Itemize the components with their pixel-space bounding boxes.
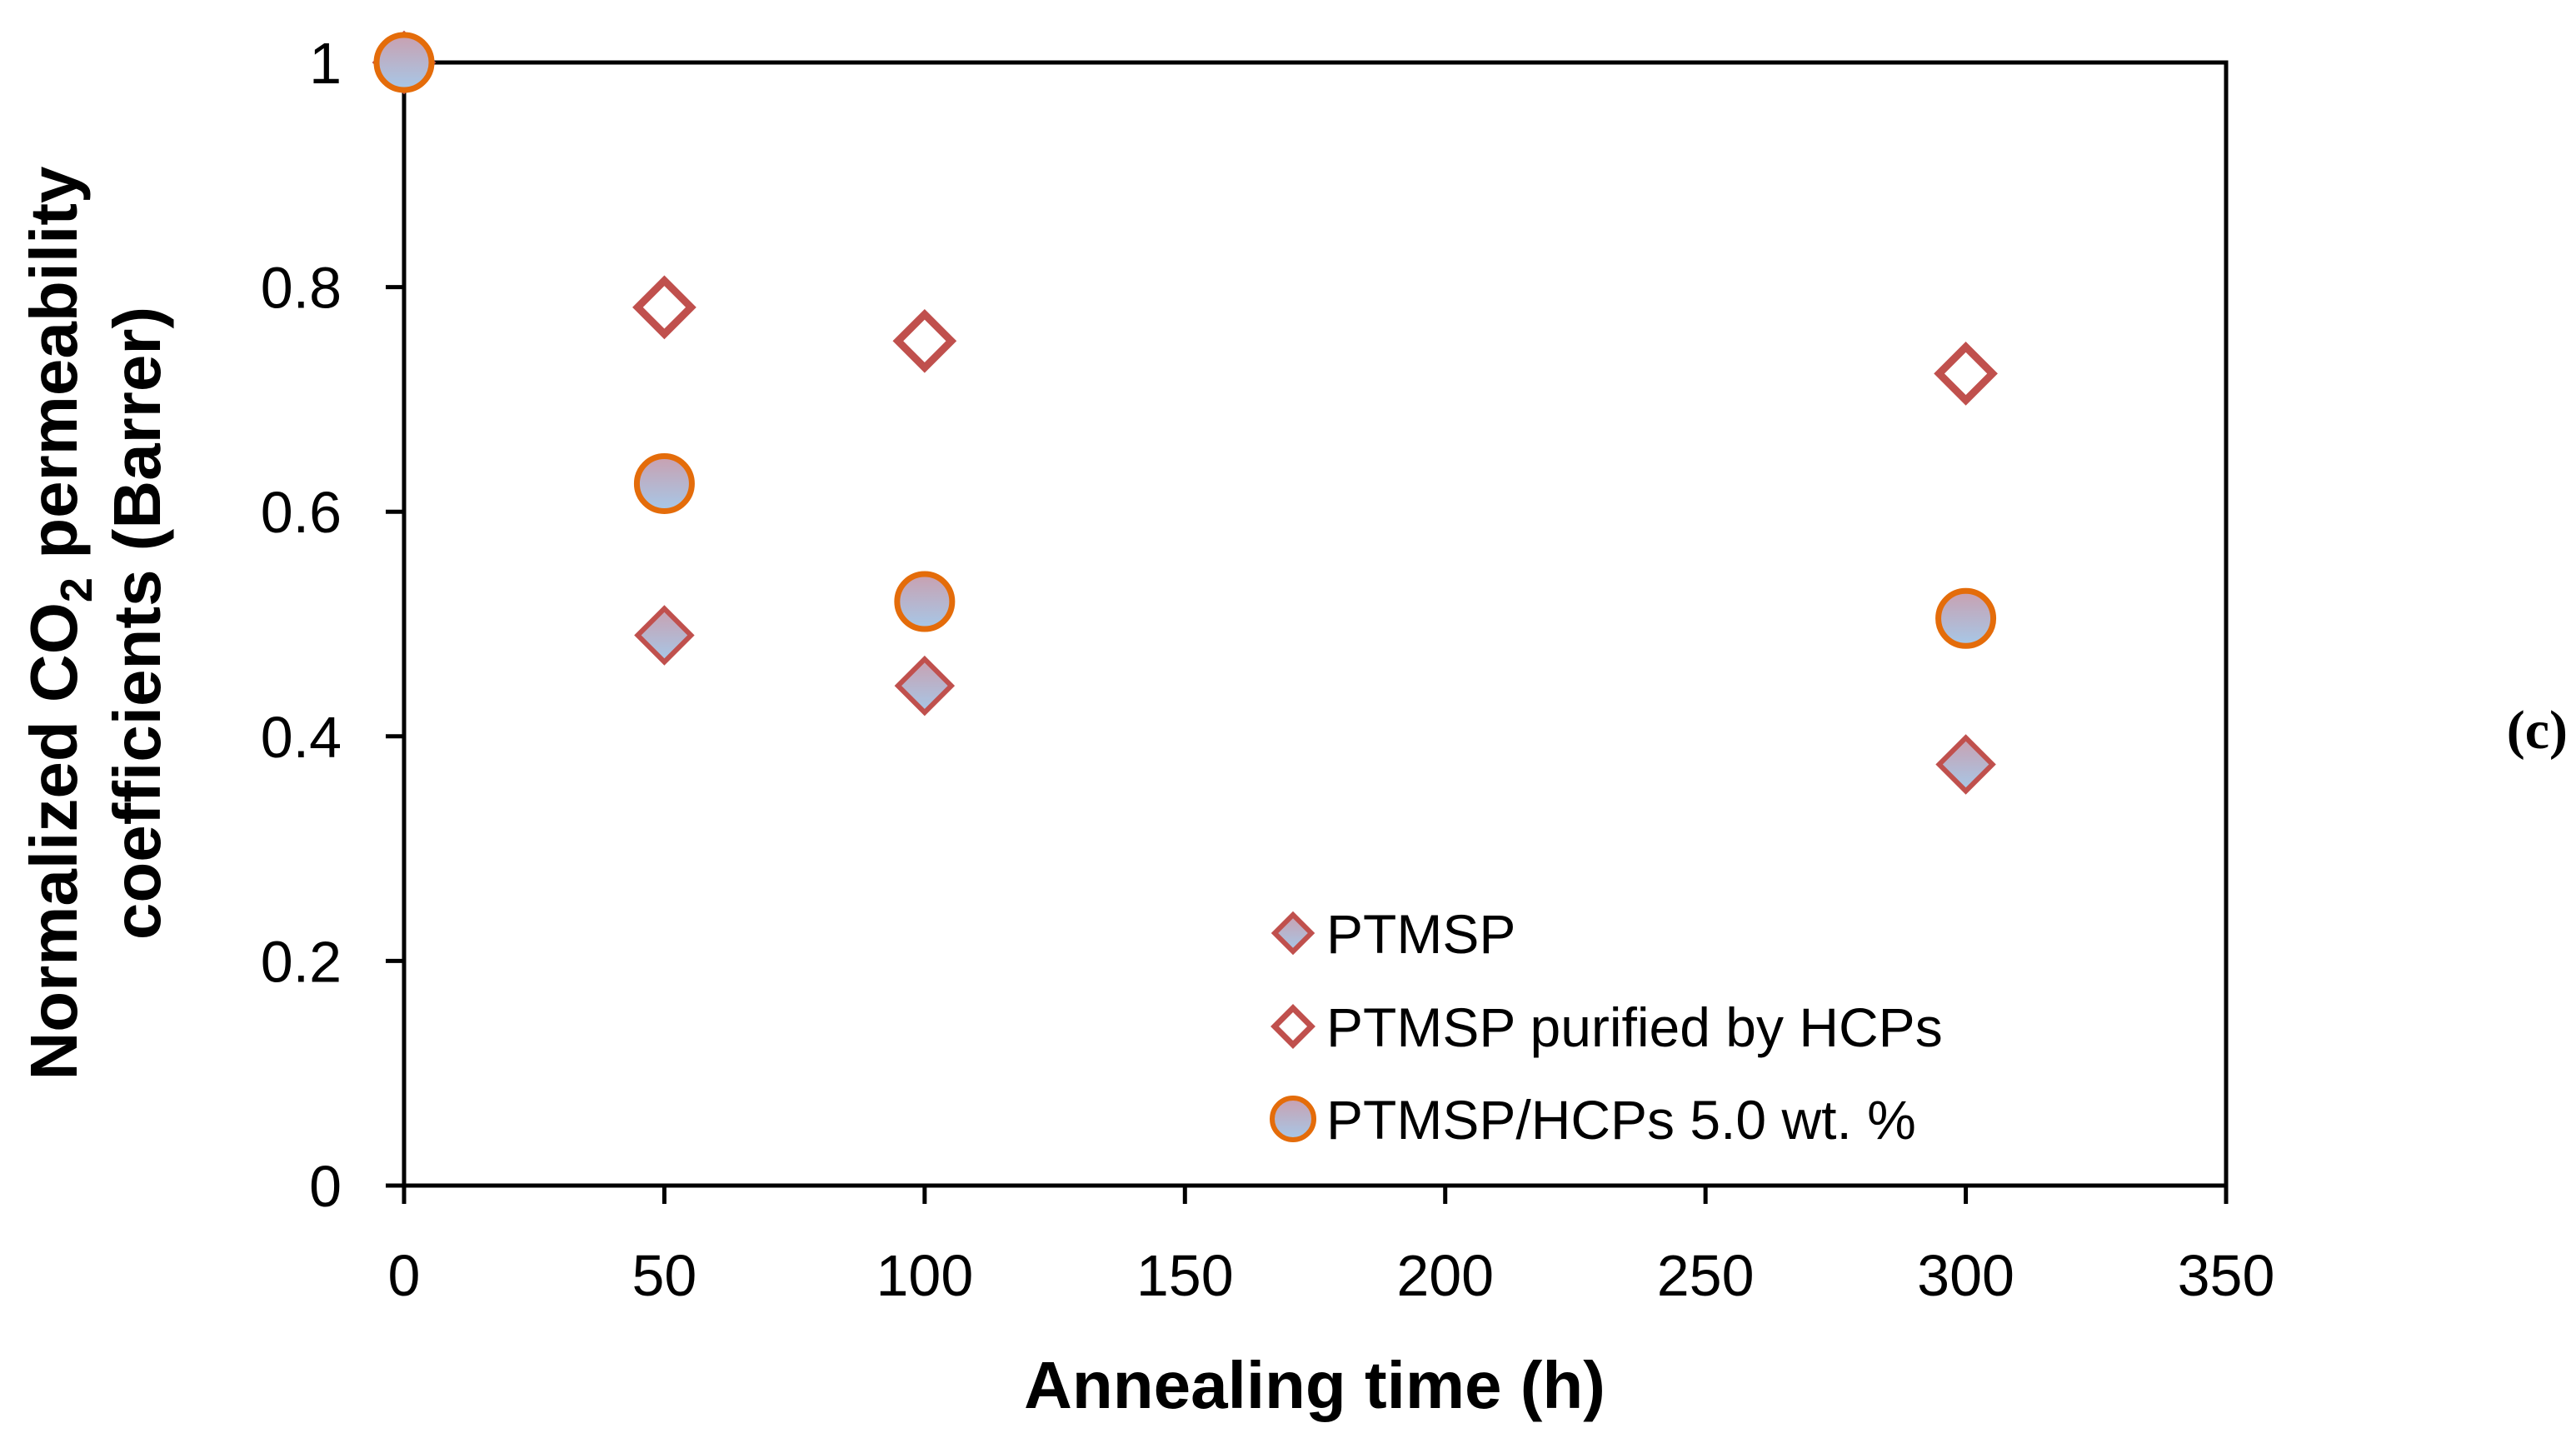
x-tick-label: 50 [632, 1243, 696, 1308]
x-tick-label: 250 [1657, 1243, 1755, 1308]
y-tick-label: 0.2 [261, 929, 342, 994]
legend-label-ptmsp: PTMSP [1326, 903, 1515, 965]
y-tick-label: 0 [309, 1154, 342, 1219]
x-axis-ticks [402, 1186, 2229, 1204]
y-axis-title-line2: coefficients (Barrer) [100, 307, 174, 940]
point-ptmsp [894, 655, 956, 717]
legend-item-ptmsp-hcps: PTMSP/HCPs 5.0 wt. % [1270, 1089, 1916, 1151]
legend-item-ptmsp-purified: PTMSP purified by HCPs [1271, 996, 1943, 1058]
point-ptmsp [1935, 734, 1996, 795]
plot-frame [402, 60, 2229, 1188]
legend-marker-circle [1270, 1096, 1316, 1142]
y-axis-title-post: permeability [17, 166, 91, 577]
point-ptmsp-hcps [633, 453, 695, 514]
legend-label-ptmsp-hcps: PTMSP/HCPs 5.0 wt. % [1326, 1089, 1916, 1151]
point-ptmsp-purified [632, 275, 696, 340]
point-ptmsp-hcps [373, 32, 435, 93]
y-axis-title-line1: Normalized CO2 permeability [17, 166, 102, 1081]
y-tick-label: 1 [309, 31, 342, 96]
x-tick-label: 0 [388, 1243, 421, 1308]
x-tick-label: 350 [2178, 1243, 2275, 1308]
legend-item-ptmsp: PTMSP [1271, 903, 1515, 965]
y-axis-title: Normalized CO2 permeability coefficients… [17, 166, 174, 1081]
legend-marker-diamond-open [1271, 1004, 1315, 1049]
panel-label: (c) [2507, 700, 2568, 761]
legend: PTMSP PTMSP purified by HCPs PTMSP/HCPs … [1270, 903, 1943, 1151]
x-axis-title: Annealing time (h) [1024, 1348, 1605, 1422]
y-tick-label: 0.4 [261, 705, 342, 770]
data-points [372, 30, 1998, 795]
x-tick-label: 100 [876, 1243, 973, 1308]
point-ptmsp-hcps [894, 571, 956, 632]
legend-label-ptmsp-purified: PTMSP purified by HCPs [1326, 996, 1943, 1058]
x-tick-label: 200 [1396, 1243, 1494, 1308]
y-axis-ticks [386, 60, 404, 1188]
y-axis-title-sub: 2 [52, 577, 102, 602]
point-ptmsp-purified [892, 308, 957, 373]
point-ptmsp-purified [1934, 342, 1998, 406]
y-tick-label: 0.8 [261, 256, 342, 321]
y-axis-title-pre: Normalized CO [17, 602, 91, 1080]
y-tick-label: 0.6 [261, 480, 342, 545]
point-ptmsp-hcps [1935, 587, 1997, 649]
x-tick-label: 300 [1917, 1243, 2014, 1308]
point-ptmsp [634, 605, 695, 666]
legend-marker-diamond-filled [1271, 911, 1315, 956]
y-axis-tick-labels: 0 0.2 0.4 0.6 0.8 1 [261, 31, 342, 1219]
x-tick-label: 150 [1136, 1243, 1234, 1308]
x-axis-tick-labels: 0 50 100 150 200 250 300 350 [388, 1243, 2275, 1308]
